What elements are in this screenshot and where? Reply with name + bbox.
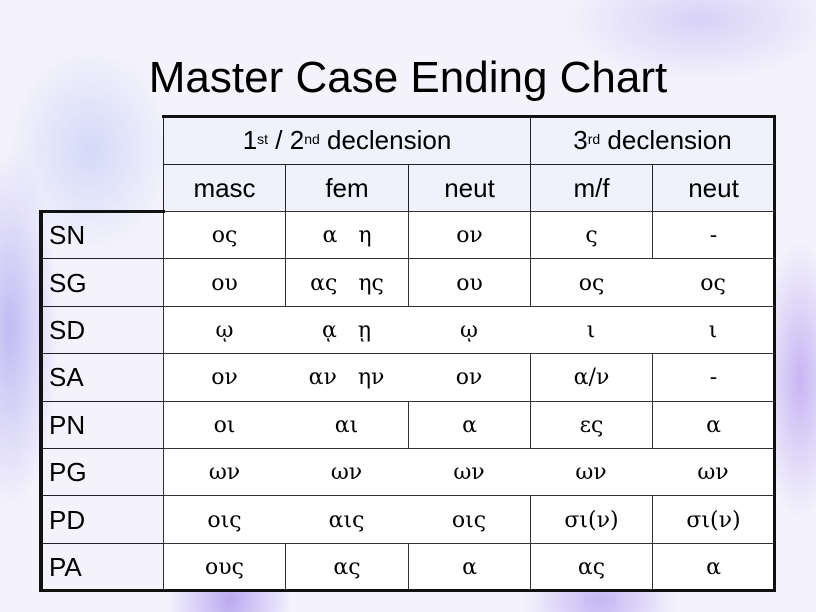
column-header-masc: masc (163, 164, 285, 211)
table-cell: ος (652, 258, 774, 307)
slide-title: Master Case Ending Chart (148, 53, 668, 102)
table-cell: ος (163, 211, 285, 260)
table-cell: ον (408, 211, 530, 260)
table-cell: ᾳ ῃ (285, 305, 408, 355)
table-cell: ῳ (163, 305, 285, 355)
table-cell: - (652, 353, 774, 402)
table-cell: - (652, 211, 774, 260)
header-sup: rd (587, 130, 601, 147)
table-cell: οις (408, 495, 530, 544)
row-label-sa: SA (40, 353, 163, 402)
row-label-sg: SG (40, 258, 163, 307)
row-label-pd: PD (40, 495, 163, 544)
row-label-pa: PA (40, 542, 163, 592)
table-cell: ου (408, 258, 530, 307)
table-cell: α (652, 542, 774, 592)
table-cell: αι (285, 400, 408, 449)
table-cell: α (652, 400, 774, 449)
table-cell: ας ης (285, 258, 408, 307)
table-cell: ι (530, 305, 652, 355)
table-cell: αις (285, 495, 408, 544)
table-cell: ων (530, 448, 652, 497)
row-label-sd: SD (40, 305, 163, 355)
table-cell: α (408, 400, 530, 449)
column-header-m-f: m/f (530, 164, 652, 211)
table-cell: α (408, 542, 530, 592)
table-cell: ου (163, 258, 285, 307)
table-cell: ων (163, 448, 285, 497)
column-header-fem: fem (285, 164, 408, 211)
table-cell: ος (530, 258, 652, 307)
column-header-neut: neut (408, 164, 530, 211)
table-cell: ῳ (408, 305, 530, 355)
table-cell: οις (163, 495, 285, 544)
column-header-neut: neut (652, 164, 774, 211)
header-rest: declension (319, 125, 452, 155)
header-sup: nd (304, 130, 320, 147)
table-cell: α η (285, 211, 408, 260)
table-cell: ς (530, 211, 652, 260)
table-cell: α/ν (530, 353, 652, 402)
table-cell: οι (163, 400, 285, 449)
table-cell: ους (163, 542, 285, 592)
row-label-pg: PG (40, 448, 163, 497)
header-rest: declension (600, 125, 732, 155)
table-cell: σι(ν) (652, 495, 774, 544)
table-cell: ων (408, 448, 530, 497)
table-cell: ων (285, 448, 408, 497)
table-cell: ι (652, 305, 774, 355)
table-cell: ον (163, 353, 285, 402)
table-cell: ας (285, 542, 408, 592)
table-cell: σι(ν) (530, 495, 652, 544)
table-cell: ας (530, 542, 652, 592)
row-label-sn: SN (40, 211, 163, 260)
header-mid: / 2 (268, 125, 305, 155)
header-num: 1 (242, 125, 258, 155)
table-cell: ες (530, 400, 652, 449)
table-cell: ων (652, 448, 774, 497)
row-label-pn: PN (40, 400, 163, 449)
table-cell: αν ην (285, 353, 408, 402)
table-cell: ον (408, 353, 530, 402)
header-sup: st (257, 130, 269, 147)
header-num: 3 (573, 125, 588, 155)
